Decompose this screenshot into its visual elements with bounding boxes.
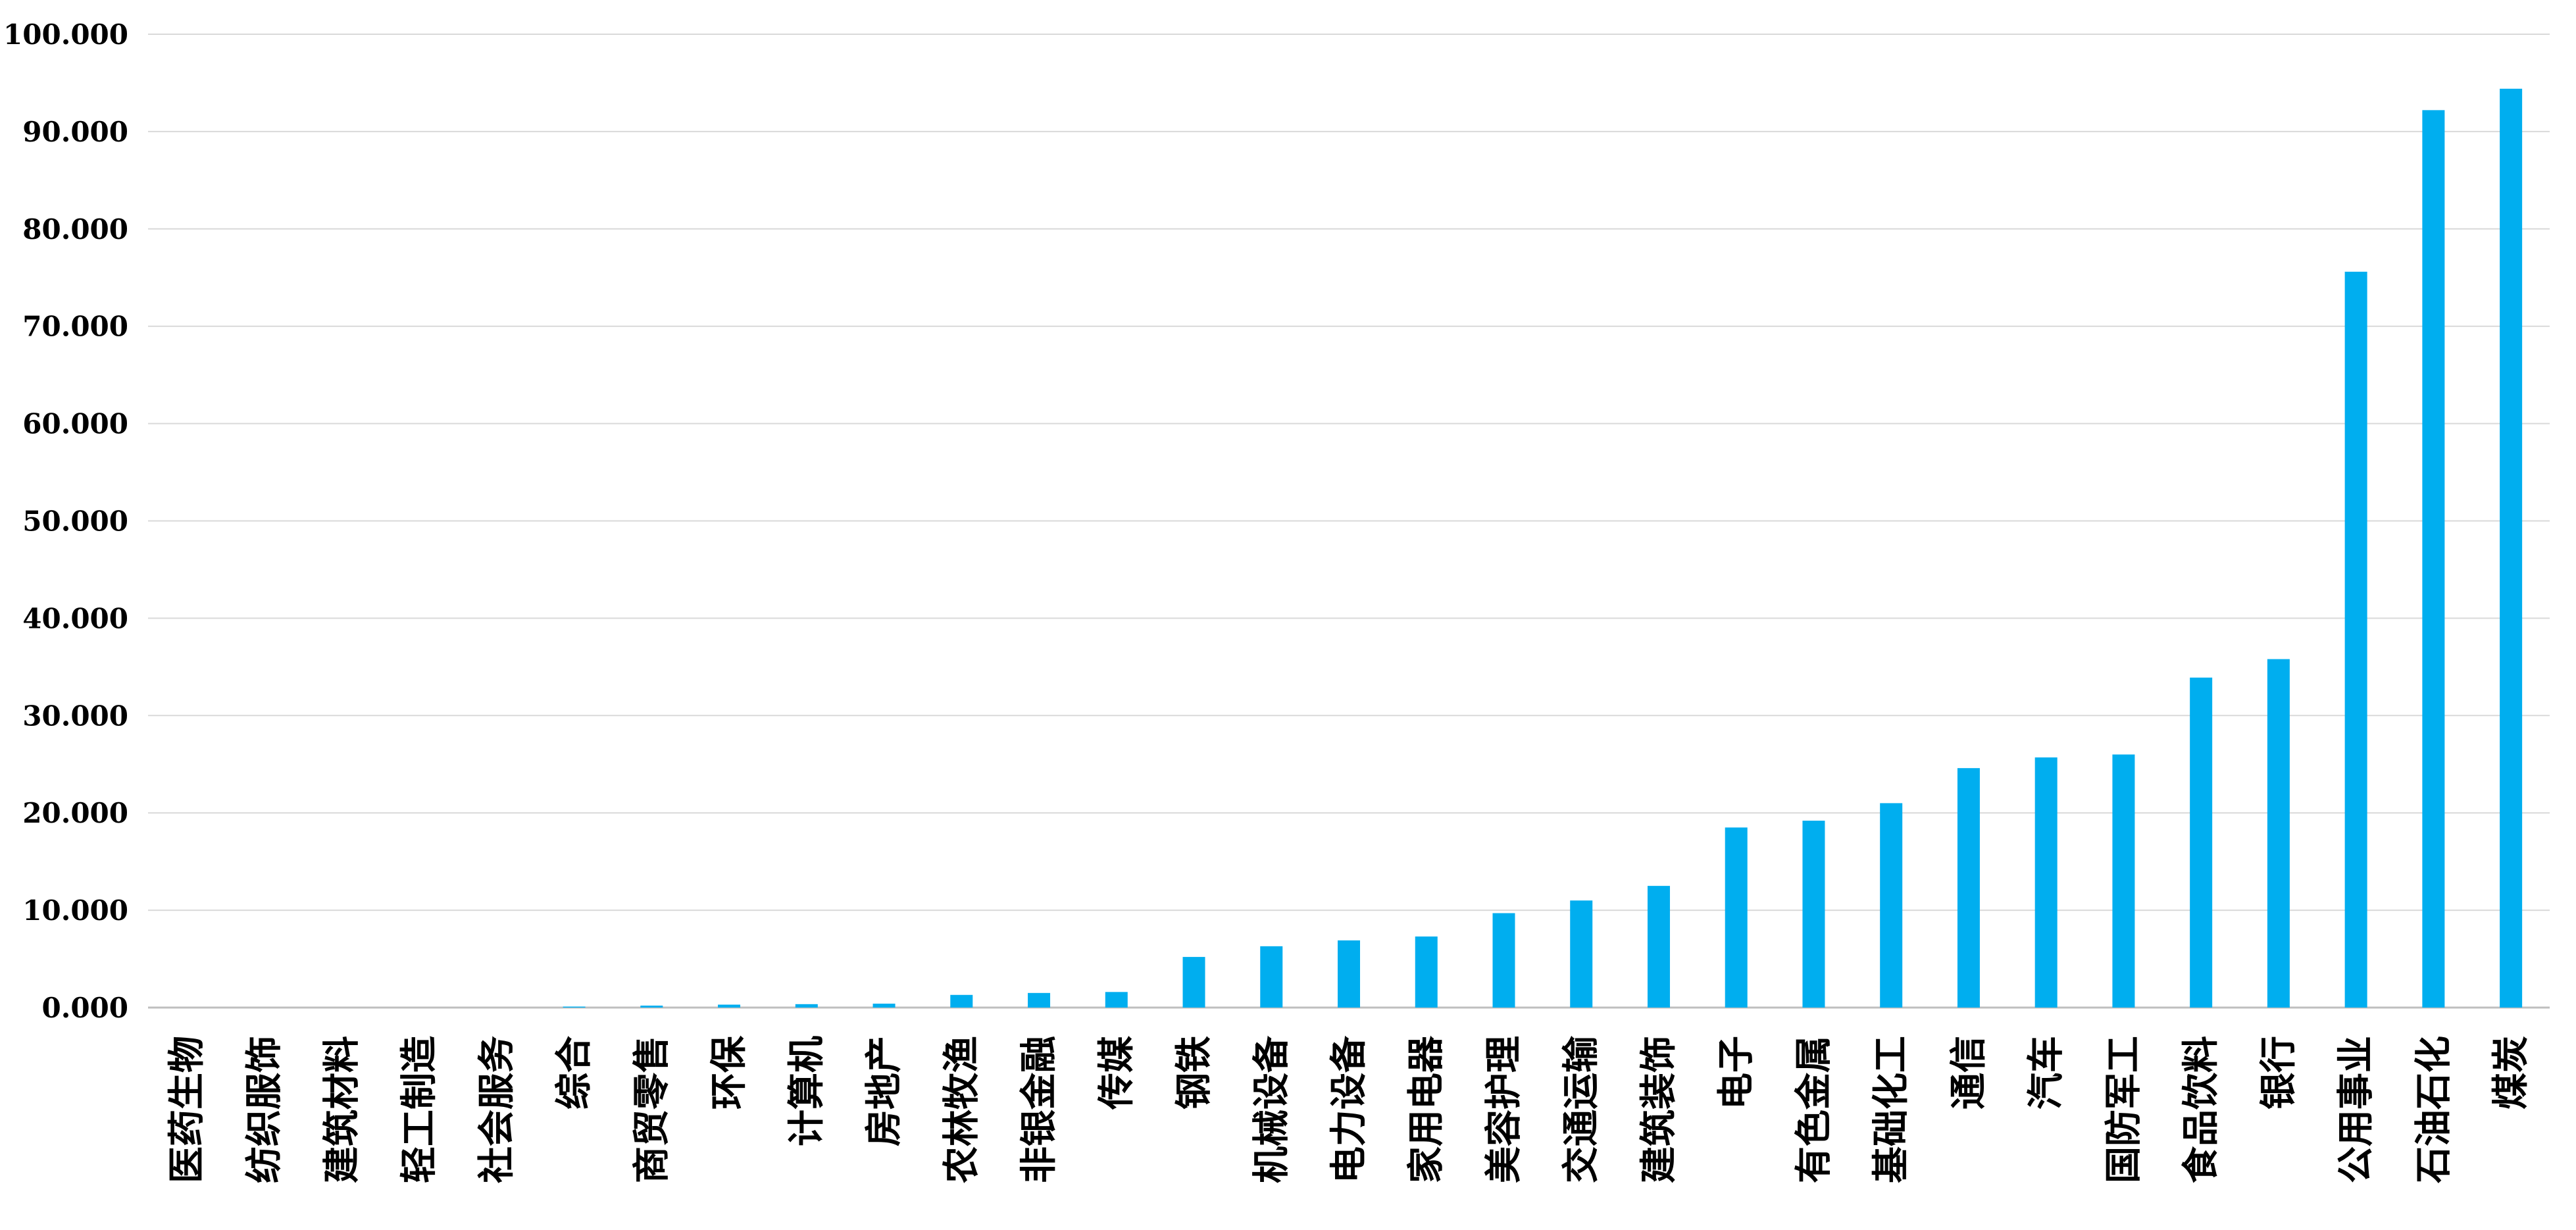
bar	[1415, 936, 1438, 1008]
bar	[1725, 827, 1748, 1008]
bar	[2422, 110, 2445, 1008]
x-tick-label: 通信	[1948, 1036, 1990, 1110]
y-tick-label: 90.000	[22, 116, 128, 148]
x-tick-label: 商贸零售	[630, 1036, 673, 1183]
x-tick-label: 汽车	[2025, 1036, 2068, 1110]
bar	[718, 1004, 741, 1008]
x-tick-label: 建筑材料	[320, 1036, 363, 1183]
bar	[2500, 88, 2523, 1008]
x-tick-label: 电力设备	[1328, 1035, 1371, 1183]
bar	[1880, 803, 1903, 1008]
x-axis-tick-labels: 医药生物 纺织服饰 建筑材料 轻工制造 社会服务 综合 商贸零售 环保 计算机 房地产 农林牧渔 非银…	[166, 1035, 2533, 1183]
y-axis-tick-labels: 0.000 10.000 20.000 30.000 40.000 50.000 60.00…	[3, 18, 128, 1024]
x-tick-label: 银行	[2258, 1036, 2300, 1110]
x-tick-label: 钢铁	[1173, 1036, 1216, 1110]
bar	[1105, 992, 1128, 1008]
x-tick-label: 煤炭	[2490, 1036, 2533, 1110]
bar	[2112, 754, 2135, 1008]
x-tick-label: 交通运输	[1560, 1035, 1603, 1183]
bar	[640, 1006, 663, 1008]
bar	[1647, 886, 1670, 1008]
x-tick-label: 非银金融	[1018, 1036, 1061, 1183]
x-tick-label: 基础化工	[1870, 1036, 1913, 1183]
x-tick-label: 计算机	[786, 1036, 828, 1146]
x-tick-label: 食品饮料	[2180, 1036, 2223, 1183]
bar	[1492, 913, 1515, 1008]
bar	[1338, 940, 1360, 1008]
bar	[1182, 957, 1205, 1008]
x-tick-label: 公用事业	[2335, 1036, 2378, 1183]
x-tick-label: 有色金属	[1792, 1036, 1835, 1183]
x-tick-label: 电子	[1715, 1036, 1758, 1110]
bar	[2034, 757, 2058, 1008]
bars	[563, 88, 2523, 1008]
x-tick-label: 环保	[708, 1035, 751, 1110]
y-tick-label: 80.000	[22, 213, 128, 245]
x-tick-label: 美容护理	[1482, 1036, 1525, 1183]
y-tick-label: 100.000	[3, 18, 128, 51]
y-tick-label: 30.000	[22, 700, 128, 732]
bar	[1570, 900, 1593, 1008]
x-tick-label: 石油石化	[2412, 1036, 2455, 1183]
y-tick-label: 0.000	[41, 992, 128, 1024]
bar	[2344, 271, 2367, 1008]
x-tick-label: 社会服务	[476, 1036, 518, 1183]
bar	[1957, 768, 1980, 1008]
bar	[950, 994, 973, 1008]
bar	[1260, 946, 1283, 1008]
bar	[872, 1004, 896, 1008]
y-tick-label: 20.000	[22, 797, 128, 829]
bar	[563, 1006, 586, 1008]
bar	[1028, 992, 1051, 1008]
x-tick-label: 家用电器	[1405, 1035, 1448, 1183]
bar	[2190, 677, 2213, 1008]
x-tick-label: 建筑装饰	[1638, 1036, 1680, 1183]
x-tick-label: 医药生物	[166, 1036, 209, 1183]
bar	[2267, 659, 2290, 1008]
y-tick-label: 40.000	[22, 602, 128, 634]
y-tick-label: 50.000	[22, 505, 128, 538]
x-tick-label: 农林牧渔	[940, 1036, 983, 1183]
gridlines	[148, 34, 2550, 1009]
x-tick-label: 轻工制造	[398, 1036, 441, 1183]
x-tick-label: 纺织服饰	[243, 1036, 286, 1183]
x-tick-label: 传媒	[1096, 1035, 1138, 1110]
x-tick-label: 机械设备	[1250, 1035, 1293, 1183]
bar	[795, 1004, 818, 1008]
x-tick-label: 国防军工	[2102, 1036, 2145, 1183]
x-tick-label: 房地产	[863, 1036, 906, 1146]
y-tick-label: 60.000	[22, 408, 128, 440]
bar	[1802, 821, 1825, 1008]
y-tick-label: 70.000	[22, 311, 128, 343]
x-tick-label: 综合	[553, 1036, 596, 1110]
y-tick-label: 10.000	[22, 894, 128, 927]
